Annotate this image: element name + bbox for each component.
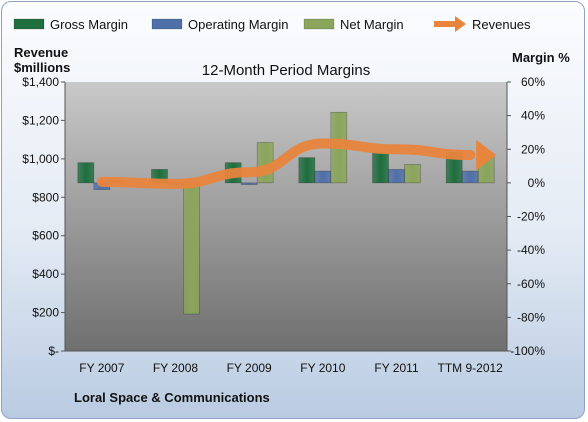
left-axis-title-line1: Revenue bbox=[14, 45, 68, 60]
bar-net-margin bbox=[404, 164, 421, 184]
right-tick-label: -20% bbox=[517, 210, 545, 224]
legend-swatch-net-margin bbox=[303, 18, 335, 30]
bar-gross-margin bbox=[298, 157, 316, 184]
chart-title: 12-Month Period Margins bbox=[202, 62, 370, 79]
x-tick-label: TTM 9-2012 bbox=[437, 361, 503, 375]
left-tick-label: $1,200 bbox=[22, 113, 59, 127]
right-tick-label: 20% bbox=[521, 142, 545, 156]
legend-label-revenues: Revenues bbox=[472, 17, 531, 32]
legend-swatch-gross-margin bbox=[13, 18, 45, 30]
revenues-arrowhead bbox=[476, 140, 497, 171]
revenues-line bbox=[96, 138, 476, 189]
bar-gross-margin bbox=[77, 162, 95, 184]
x-tick-label: FY 2009 bbox=[227, 361, 272, 375]
left-tick-label: $- bbox=[48, 344, 59, 358]
right-tick-label: 40% bbox=[521, 109, 545, 123]
x-tick-label: FY 2008 bbox=[153, 361, 198, 375]
left-tick-label: $800 bbox=[32, 190, 59, 204]
left-tick-label: $1,000 bbox=[22, 152, 59, 166]
right-tick-label: -100% bbox=[510, 344, 545, 358]
x-tick-label: FY 2011 bbox=[374, 361, 419, 375]
right-tick-label: -40% bbox=[517, 243, 545, 257]
chart-svg: 12-Month Period Margins Revenue$millions M… bbox=[13, 16, 570, 405]
legend-arrowhead bbox=[455, 16, 466, 32]
left-tick-label: $600 bbox=[32, 229, 59, 243]
right-tick-label: -80% bbox=[517, 310, 545, 324]
right-tick-label: 0% bbox=[528, 176, 546, 190]
chart-footer: Loral Space & Communications bbox=[74, 390, 270, 405]
x-tick-label: FY 2007 bbox=[79, 361, 124, 375]
bar-operating-margin bbox=[240, 182, 258, 185]
x-tick-label: FY 2010 bbox=[300, 361, 345, 375]
right-tick-label: 60% bbox=[521, 75, 545, 89]
bar-operating-margin bbox=[388, 169, 405, 184]
legend-label-gross-margin: Gross Margin bbox=[50, 17, 128, 32]
right-axis-title: Margin % bbox=[512, 50, 570, 65]
bar-net-margin bbox=[183, 182, 200, 315]
legend-label-operating-margin: Operating Margin bbox=[188, 17, 288, 32]
left-tick-label: $400 bbox=[32, 267, 59, 281]
legend-swatch-operating-margin bbox=[151, 18, 183, 30]
left-tick-label: $1,400 bbox=[22, 75, 59, 89]
bar-operating-margin bbox=[314, 170, 332, 184]
legend-label-net-margin: Net Margin bbox=[340, 17, 404, 32]
bar-gross-margin bbox=[372, 152, 389, 184]
left-axis-title-line2: $millions bbox=[14, 60, 70, 75]
right-tick-label: -60% bbox=[517, 277, 545, 291]
bar-operating-margin bbox=[461, 170, 479, 184]
plot-area bbox=[65, 82, 507, 351]
left-tick-label: $200 bbox=[32, 306, 59, 320]
